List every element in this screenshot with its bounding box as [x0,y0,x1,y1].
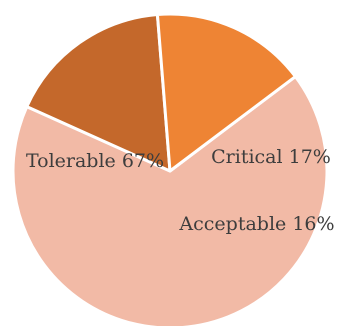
pie-labels: Tolerable 67% Critical 17% Acceptable 16% [26,146,335,235]
slice-label-tolerable: Tolerable 67% [26,150,164,172]
pie-slice-critical [25,13,172,173]
pie-slices [11,12,329,326]
slice-label-critical: Critical 17% [211,146,331,168]
slice-label-acceptable: Acceptable 16% [178,213,334,235]
pie-slice-acceptable [155,12,297,173]
pie-slice-tolerable [11,75,329,326]
